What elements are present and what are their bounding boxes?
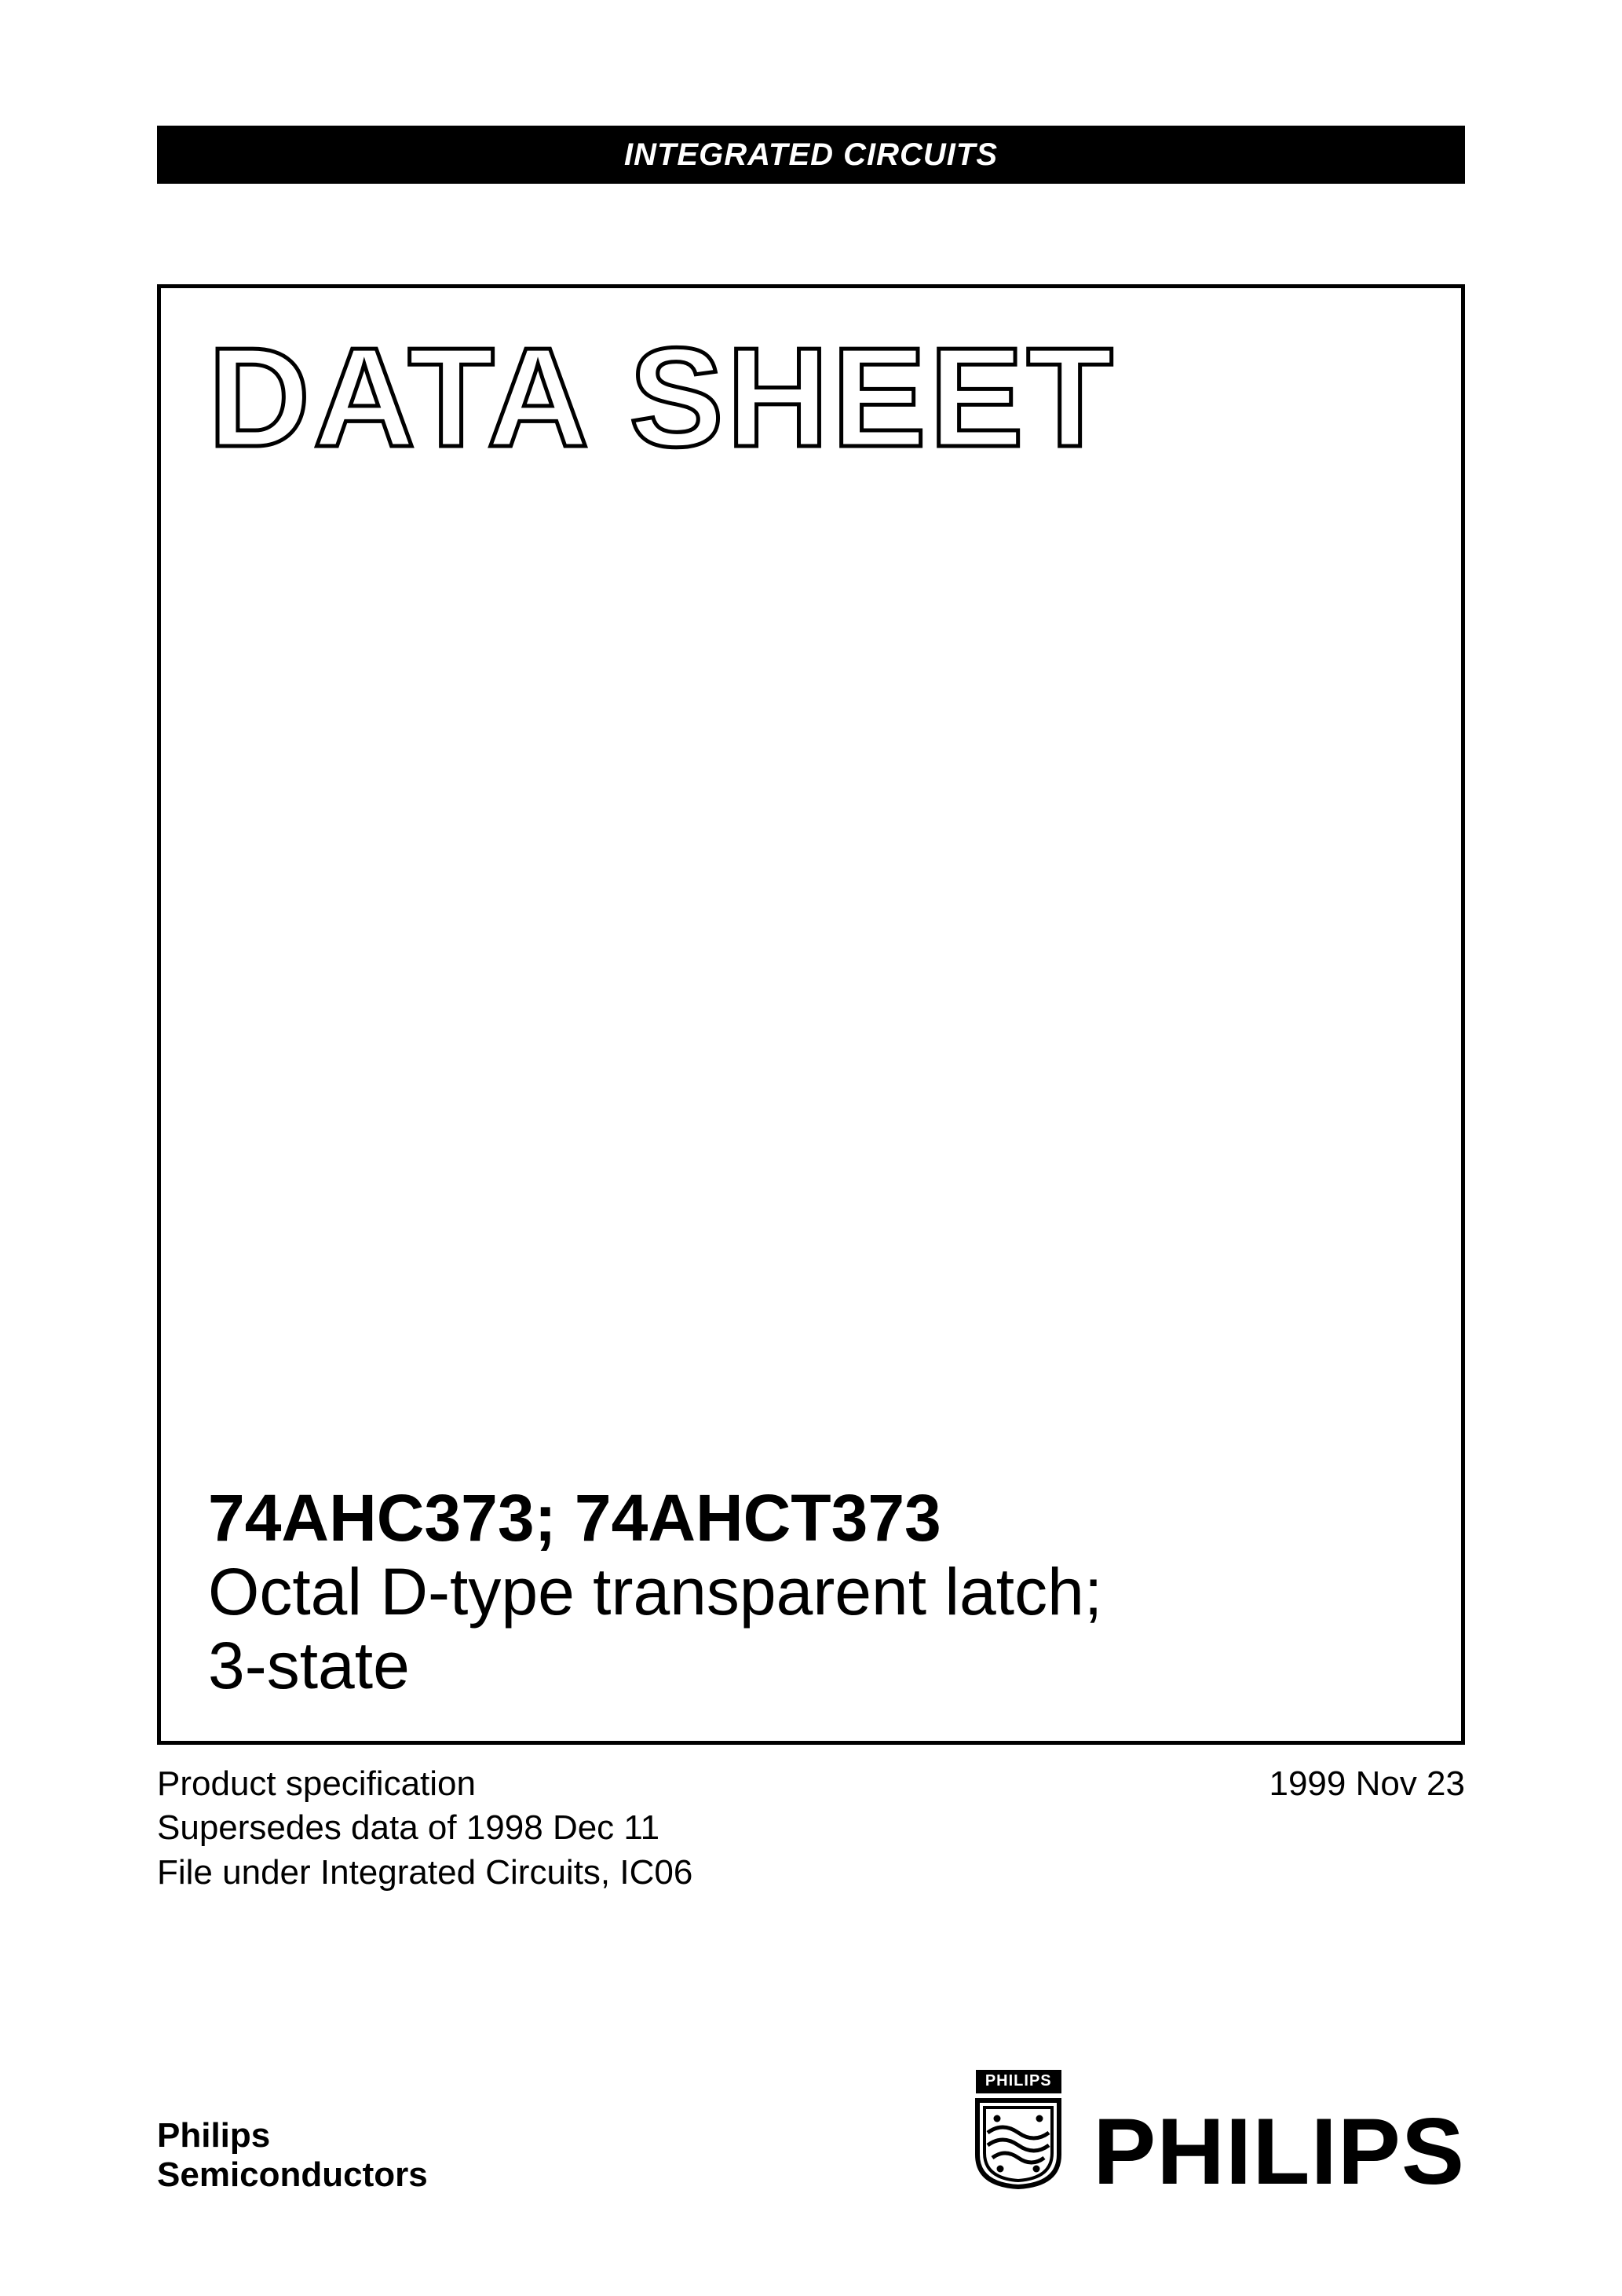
meta-line1: Product specification: [157, 1762, 692, 1806]
meta-line2: Supersedes data of 1998 Dec 11: [157, 1806, 692, 1850]
meta-left: Product specification Supersedes data of…: [157, 1762, 692, 1895]
shield-caption: PHILIPS: [976, 2070, 1061, 2093]
header-bar: INTEGRATED CIRCUITS: [157, 126, 1465, 184]
part-number: 74AHC373; 74AHCT373: [208, 1483, 1414, 1552]
header-bar-text: INTEGRATED CIRCUITS: [624, 137, 998, 173]
shield-icon: [975, 2098, 1061, 2189]
footer-left: Philips Semiconductors: [157, 2116, 428, 2194]
philips-shield-logo: PHILIPS: [975, 2070, 1061, 2189]
part-description-line1: Octal D-type transparent latch;: [208, 1556, 1414, 1628]
philips-wordmark: PHILIPS: [1093, 2109, 1465, 2194]
main-box: DATA SHEET 74AHC373; 74AHCT373 Octal D-t…: [157, 284, 1465, 1745]
footer: Philips Semiconductors PHILIPS: [157, 2070, 1465, 2194]
meta-row: Product specification Supersedes data of…: [157, 1762, 1465, 1895]
datasheet-title: DATA SHEET: [208, 327, 1414, 469]
meta-line3: File under Integrated Circuits, IC06: [157, 1851, 692, 1895]
footer-left-line2: Semiconductors: [157, 2155, 428, 2194]
footer-right: PHILIPS PHILIPS: [975, 2070, 1465, 2194]
meta-date: 1999 Nov 23: [1269, 1762, 1465, 1895]
footer-left-line1: Philips: [157, 2116, 428, 2155]
part-description-line2: 3-state: [208, 1630, 1414, 1702]
product-block: 74AHC373; 74AHCT373 Octal D-type transpa…: [208, 1483, 1414, 1702]
page-root: INTEGRATED CIRCUITS DATA SHEET 74AHC373;…: [0, 0, 1622, 2296]
